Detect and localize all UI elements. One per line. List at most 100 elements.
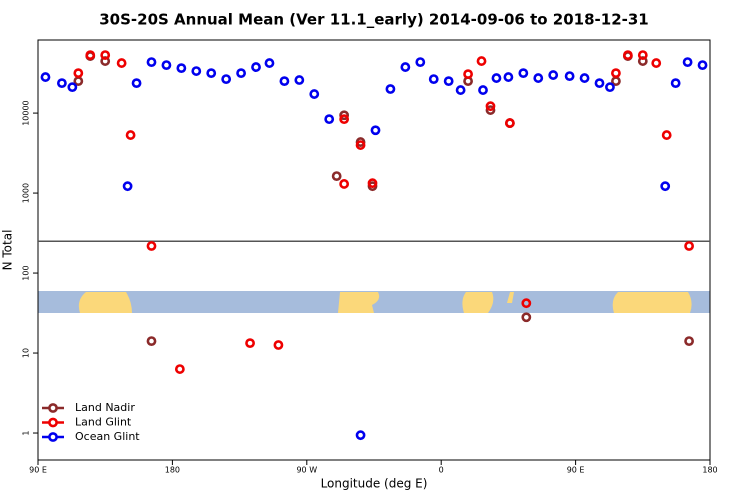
x-tick-label: 180 xyxy=(702,466,717,475)
x-tick-label: 0 xyxy=(439,466,444,475)
plot-frame xyxy=(37,39,711,461)
point xyxy=(309,89,320,99)
x-tick-label: 90 E xyxy=(567,466,585,475)
point xyxy=(73,68,84,79)
point xyxy=(521,312,532,323)
point xyxy=(85,50,96,60)
x-tick-label: 90 E xyxy=(29,466,47,475)
point xyxy=(485,105,496,115)
point xyxy=(355,140,366,150)
point xyxy=(518,68,529,79)
point xyxy=(622,50,633,60)
point xyxy=(637,50,648,60)
point xyxy=(125,130,136,140)
point xyxy=(370,125,381,136)
point xyxy=(324,114,335,125)
y-tick-label: 100 xyxy=(22,265,31,280)
point xyxy=(485,101,496,112)
point xyxy=(478,85,488,95)
point xyxy=(221,74,232,85)
point xyxy=(670,78,681,89)
point xyxy=(503,72,514,82)
point xyxy=(339,110,350,121)
land-strip xyxy=(78,292,132,313)
point xyxy=(504,118,515,128)
point xyxy=(294,75,305,85)
land-strip xyxy=(507,292,514,303)
point xyxy=(611,68,621,79)
point xyxy=(174,364,185,374)
point xyxy=(684,336,694,347)
point xyxy=(251,62,261,72)
point xyxy=(579,73,590,83)
chart-title: 30S-20S Annual Mean (Ver 11.1_early) 201… xyxy=(99,11,649,29)
point xyxy=(400,62,411,72)
point xyxy=(331,171,342,182)
point xyxy=(355,430,366,441)
point xyxy=(146,57,157,68)
legend-label: Ocean Glint xyxy=(75,430,140,443)
y-tick-label: 1000 xyxy=(22,183,31,203)
point xyxy=(521,298,532,309)
point xyxy=(697,60,708,71)
point xyxy=(122,181,133,192)
point xyxy=(564,71,575,82)
point xyxy=(476,56,487,66)
point xyxy=(611,76,621,87)
point xyxy=(684,241,694,251)
x-tick-label: 180 xyxy=(165,466,180,475)
point xyxy=(264,58,275,68)
point xyxy=(455,85,466,95)
point xyxy=(116,58,127,68)
point xyxy=(73,76,84,87)
point xyxy=(339,179,350,189)
point xyxy=(605,82,615,93)
land-strip xyxy=(338,292,380,313)
y-tick-label: 10 xyxy=(22,348,31,358)
point xyxy=(67,82,78,93)
point xyxy=(40,72,51,82)
point xyxy=(548,70,559,80)
point xyxy=(191,66,202,76)
point xyxy=(146,336,157,347)
point xyxy=(56,78,67,89)
point xyxy=(146,241,157,251)
point xyxy=(367,178,378,189)
legend-marker xyxy=(48,417,58,428)
point xyxy=(279,76,290,87)
point xyxy=(206,68,217,79)
point xyxy=(161,60,172,71)
point xyxy=(661,130,672,140)
point xyxy=(415,57,426,68)
point xyxy=(131,78,142,89)
point xyxy=(428,74,439,85)
point xyxy=(443,76,454,87)
point xyxy=(273,340,284,350)
point xyxy=(245,338,255,349)
point xyxy=(100,50,111,60)
point xyxy=(176,63,187,74)
x-tick-label: 90 W xyxy=(296,466,317,475)
point xyxy=(463,69,473,80)
point xyxy=(651,58,662,68)
point xyxy=(533,73,544,83)
point xyxy=(660,181,671,192)
point xyxy=(491,73,502,83)
legend-marker xyxy=(48,432,58,442)
legend-marker xyxy=(48,403,58,413)
map-strip xyxy=(38,291,710,313)
point xyxy=(385,84,396,94)
point xyxy=(594,78,605,89)
point xyxy=(682,57,693,68)
x-axis-label: Longitude (deg E) xyxy=(321,477,428,491)
land-strip xyxy=(462,292,494,313)
y-axis-label: N Total xyxy=(1,230,15,271)
land-strip xyxy=(612,292,692,313)
y-tick-label: 1 xyxy=(22,430,31,435)
point xyxy=(236,68,246,79)
point xyxy=(339,114,350,125)
legend-label: Land Glint xyxy=(75,416,132,429)
legend-label: Land Nadir xyxy=(75,401,135,414)
y-tick-label: 10000 xyxy=(22,100,31,125)
